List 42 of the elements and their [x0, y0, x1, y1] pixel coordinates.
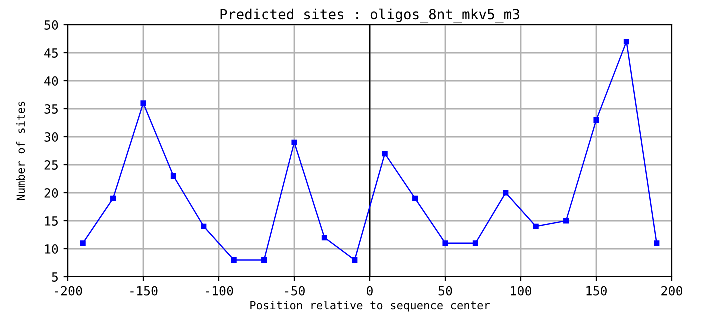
- point: [170, 173, 176, 179]
- point: [594, 117, 600, 123]
- point: [503, 190, 509, 196]
- point: [624, 39, 630, 45]
- point: [262, 257, 268, 263]
- point: [322, 235, 328, 241]
- y-tick-label: 15: [45, 216, 58, 226]
- y-axis-title: Number of sites: [16, 102, 26, 200]
- y-tick-label: 5: [52, 272, 58, 282]
- x-tick-label: -100: [206, 286, 234, 296]
- y-tick-label: 30: [44, 132, 58, 142]
- y-tick-label: 50: [44, 20, 58, 30]
- point: [533, 224, 539, 230]
- point: [292, 140, 298, 146]
- point: [442, 240, 448, 246]
- point: [412, 196, 418, 202]
- y-tick-label: 40: [44, 76, 58, 86]
- y-tick-label: 25: [44, 160, 58, 170]
- x-tick-label: 0: [367, 286, 373, 296]
- x-axis-title: Position relative to sequence center: [250, 300, 490, 312]
- point: [382, 151, 388, 157]
- y-tick-label: 35: [44, 104, 58, 114]
- point: [201, 224, 207, 230]
- point: [472, 240, 478, 246]
- x-tick-label: -50: [285, 286, 305, 296]
- y-tick-label: 10: [45, 244, 58, 254]
- point: [564, 218, 570, 224]
- point: [80, 240, 86, 246]
- point: [110, 196, 116, 202]
- chart-title: Predicted sites : oligos_8nt_mkv5_m3: [220, 8, 520, 23]
- point: [231, 257, 237, 263]
- point: [140, 100, 146, 106]
- y-tick-label: 20: [44, 188, 58, 198]
- x-tick-label: -150: [130, 286, 158, 296]
- point: [654, 240, 660, 246]
- x-tick-label: 150: [586, 286, 607, 296]
- x-tick-label: 100: [511, 286, 532, 296]
- x-tick-label: 50: [438, 286, 452, 296]
- x-tick-label: -200: [55, 286, 82, 296]
- y-tick-label: 45: [44, 48, 58, 58]
- point: [352, 257, 358, 263]
- x-tick-label: 200: [662, 286, 682, 296]
